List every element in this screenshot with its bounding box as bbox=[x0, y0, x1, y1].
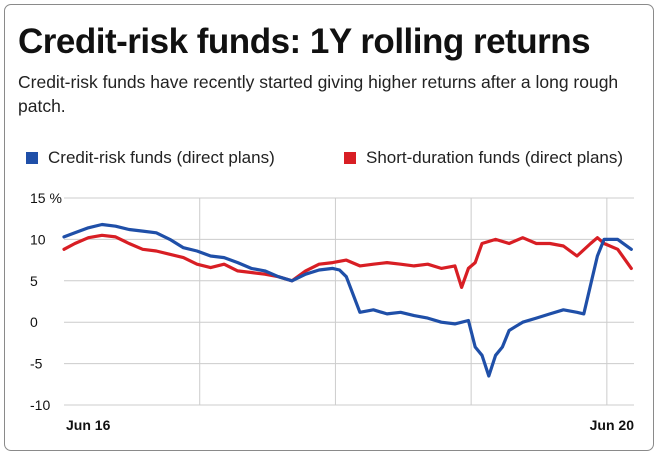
page-title: Credit-risk funds: 1Y rolling returns bbox=[18, 22, 591, 61]
y-tick-label: 10 bbox=[30, 231, 46, 247]
y-tick-label: -10 bbox=[30, 397, 50, 413]
series-line-short-duration bbox=[62, 233, 633, 289]
legend-label-credit-risk: Credit-risk funds (direct plans) bbox=[48, 148, 275, 167]
x-tick-label: Jun 20 bbox=[590, 417, 635, 433]
y-tick-label: -5 bbox=[30, 356, 43, 372]
grid-lines bbox=[64, 197, 634, 406]
y-tick-label: 15 % bbox=[30, 190, 62, 206]
series-line-credit-risk bbox=[62, 222, 633, 378]
legend-short-duration: Short-duration funds (direct plans) bbox=[344, 148, 623, 168]
series-group bbox=[62, 222, 633, 378]
y-axis-ticks: 15 % 10 5 0 -5 -10 bbox=[30, 190, 62, 413]
legend-label-short-duration: Short-duration funds (direct plans) bbox=[366, 148, 624, 167]
x-axis-ticks: Jun 16 Jun 20 bbox=[66, 417, 634, 433]
legend-swatch-short-duration bbox=[344, 152, 356, 164]
y-tick-label: 0 bbox=[30, 314, 38, 330]
y-tick-label: 5 bbox=[30, 273, 38, 289]
chart-subtitle: Credit-risk funds have recently started … bbox=[18, 72, 619, 116]
chart-frame bbox=[4, 4, 654, 451]
legend-swatch-credit-risk bbox=[26, 152, 38, 164]
legend-credit-risk: Credit-risk funds (direct plans) bbox=[26, 148, 275, 168]
x-tick-label: Jun 16 bbox=[66, 417, 111, 433]
